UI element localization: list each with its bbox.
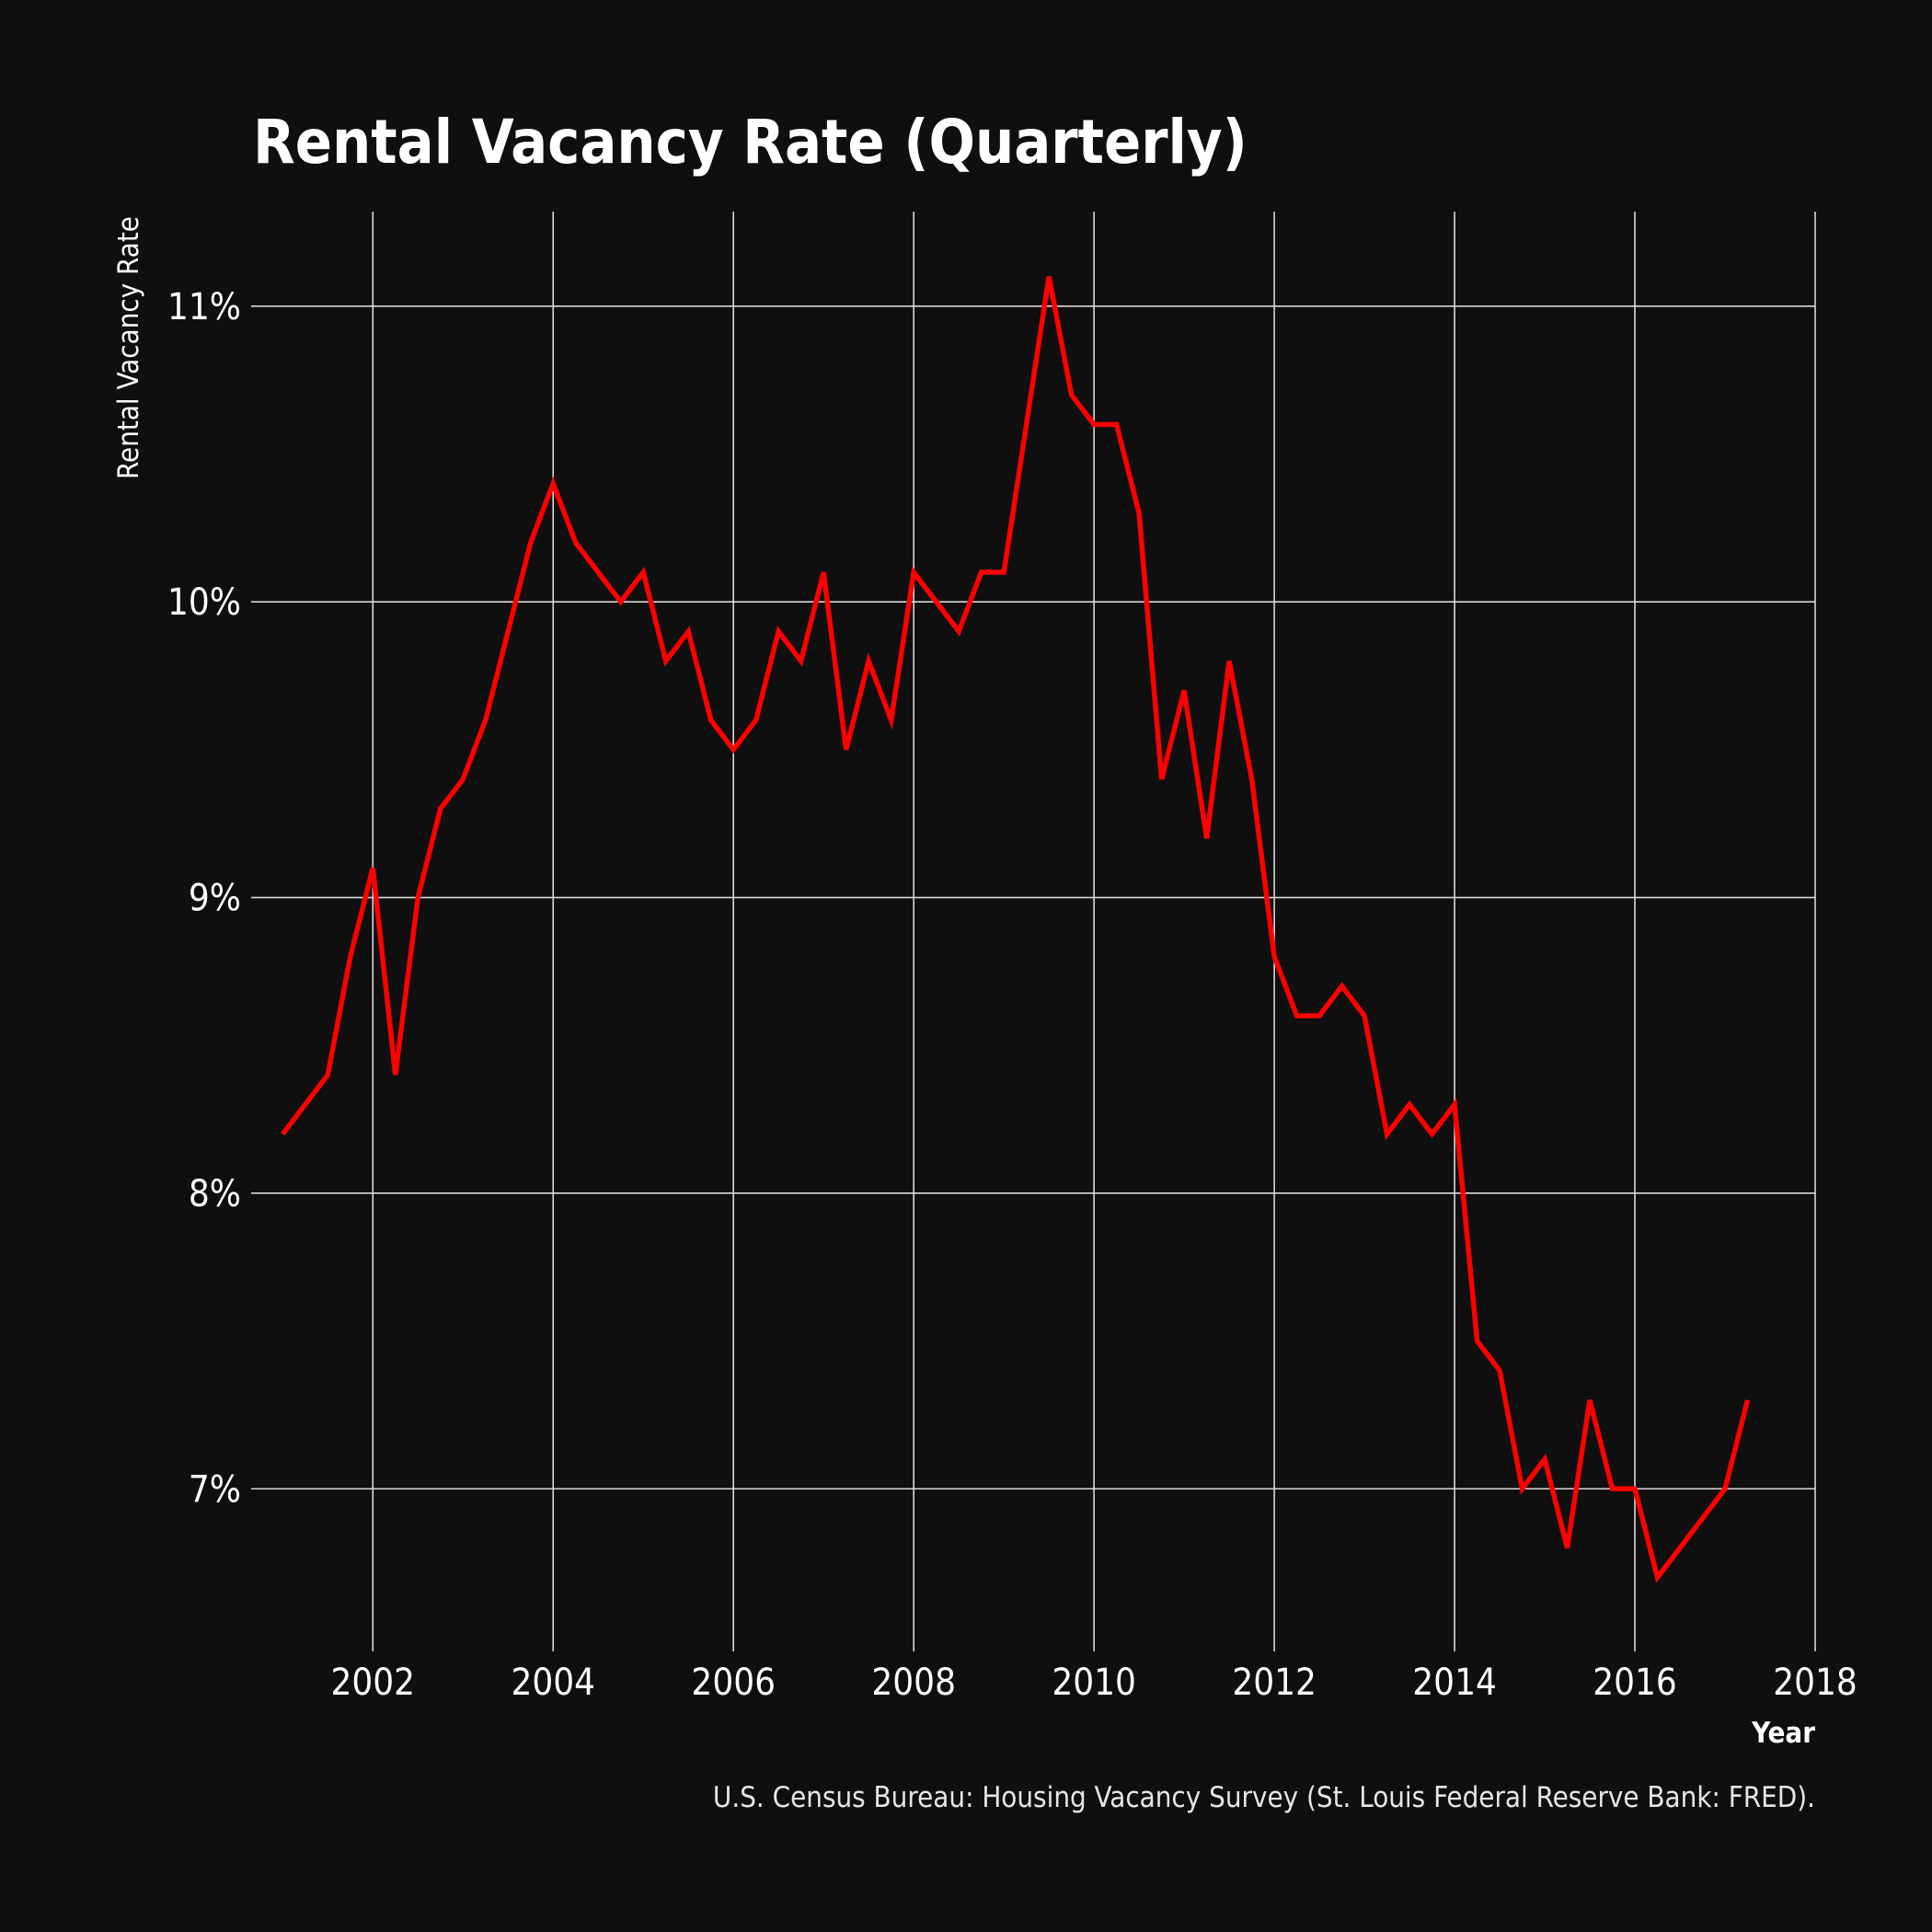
y-axis-label: Rental Vacancy Rate <box>112 216 145 479</box>
series-line-rental-vacancy-rate <box>281 276 1751 1583</box>
x-tick-label: 2012 <box>1232 1662 1317 1704</box>
x-tick-label: 2006 <box>691 1662 776 1704</box>
series-layer <box>281 276 1751 1583</box>
chart-caption: U.S. Census Bureau: Housing Vacancy Surv… <box>713 1781 1815 1814</box>
x-tick-label: 2010 <box>1052 1662 1136 1704</box>
x-tick-label: 2008 <box>871 1662 956 1704</box>
grid-layer <box>251 212 1816 1651</box>
y-tick-label: 8% <box>189 1173 241 1215</box>
y-tick-label: 9% <box>189 878 241 920</box>
y-tick-labels: 7% 8% 9% 10% 11% <box>167 286 241 1511</box>
y-tick-label: 11% <box>167 286 241 328</box>
x-tick-label: 2016 <box>1593 1662 1677 1704</box>
x-tick-label: 2018 <box>1773 1662 1857 1704</box>
x-tick-label: 2002 <box>330 1662 415 1704</box>
chart-title: Rental Vacancy Rate (Quarterly) <box>253 107 1248 178</box>
y-tick-label: 7% <box>189 1468 241 1511</box>
x-axis-label: Year <box>1751 1717 1815 1750</box>
x-tick-labels: 2002 2004 2006 2008 2010 2012 2014 2016 2018 <box>330 1662 1857 1704</box>
x-tick-label: 2004 <box>511 1662 595 1704</box>
y-tick-label: 10% <box>167 581 241 624</box>
x-tick-label: 2014 <box>1412 1662 1497 1704</box>
